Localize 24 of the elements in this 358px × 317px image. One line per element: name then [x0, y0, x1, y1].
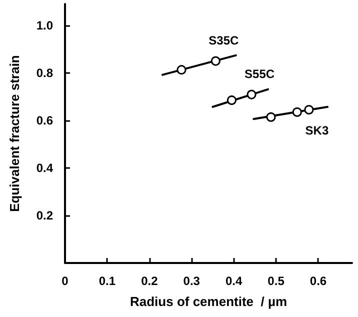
series-label: S35C: [208, 33, 240, 48]
y-tick-label: 0.4: [36, 160, 54, 175]
x-tick-label: 0.4: [225, 274, 242, 288]
y-axis-title: Equivalent fracture strain: [7, 55, 22, 212]
x-tick-label: 0.3: [183, 274, 200, 288]
x-tick-label: 0.1: [98, 274, 116, 288]
series-label: S55C: [244, 66, 275, 81]
point: [246, 90, 256, 100]
y-tick-label: 0.8: [36, 66, 54, 80]
x-tick-label: 0.6: [310, 274, 327, 288]
y-tick-label: 0.2: [36, 208, 54, 222]
x-axis-title: Radius of cementite / µm: [130, 294, 288, 309]
point: [304, 104, 314, 114]
point: [210, 56, 220, 66]
series-label: SK3: [305, 123, 329, 138]
point: [292, 107, 302, 117]
y-tick-label: 1.0: [36, 18, 54, 32]
y-tick-label: 0.6: [36, 113, 54, 128]
point: [176, 65, 186, 75]
point: [266, 112, 276, 122]
point: [226, 95, 236, 105]
x-tick-label: 0.2: [141, 274, 158, 288]
x-tick-label: 0.5: [268, 274, 285, 288]
x-tick-label: 0: [62, 274, 69, 288]
